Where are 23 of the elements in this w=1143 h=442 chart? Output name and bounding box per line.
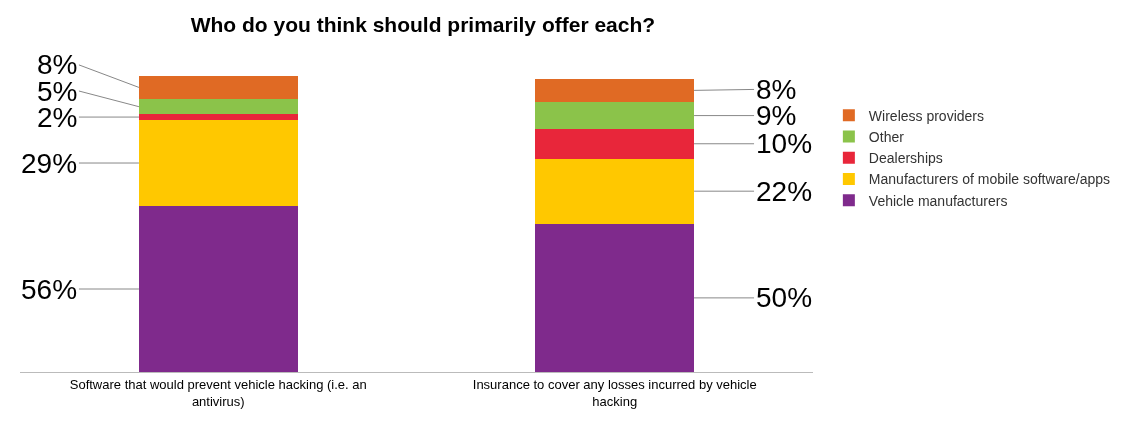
x-tick-label: Software that would prevent vehicle hacking (i.e. an antivirus) xyxy=(69,376,367,409)
bar xyxy=(138,120,298,206)
bar xyxy=(138,99,298,115)
legend-label: Dealerships xyxy=(868,150,943,167)
bar xyxy=(138,114,298,121)
bar xyxy=(535,102,695,129)
chart-title: Who do you think should primarily offer each? xyxy=(190,13,656,37)
data-label: 10% xyxy=(756,128,813,159)
data-label: 56% xyxy=(21,274,78,305)
data-label: 22% xyxy=(756,176,813,207)
x-tick-label: Insurance to cover any losses incurred by vehicle hacking xyxy=(472,376,757,409)
legend-label: Manufacturers of mobile software/apps xyxy=(868,171,1111,188)
bar xyxy=(535,223,695,372)
legend-label: Other xyxy=(868,129,905,146)
bar xyxy=(138,75,298,100)
bar xyxy=(138,206,298,372)
legend-label: Wireless providers xyxy=(868,107,984,124)
bar xyxy=(535,158,695,224)
bar xyxy=(535,78,695,103)
data-label: 50% xyxy=(756,282,813,313)
data-label: 29% xyxy=(21,148,78,179)
legend-label: Vehicle manufacturers xyxy=(868,192,1008,209)
bar xyxy=(535,128,695,159)
